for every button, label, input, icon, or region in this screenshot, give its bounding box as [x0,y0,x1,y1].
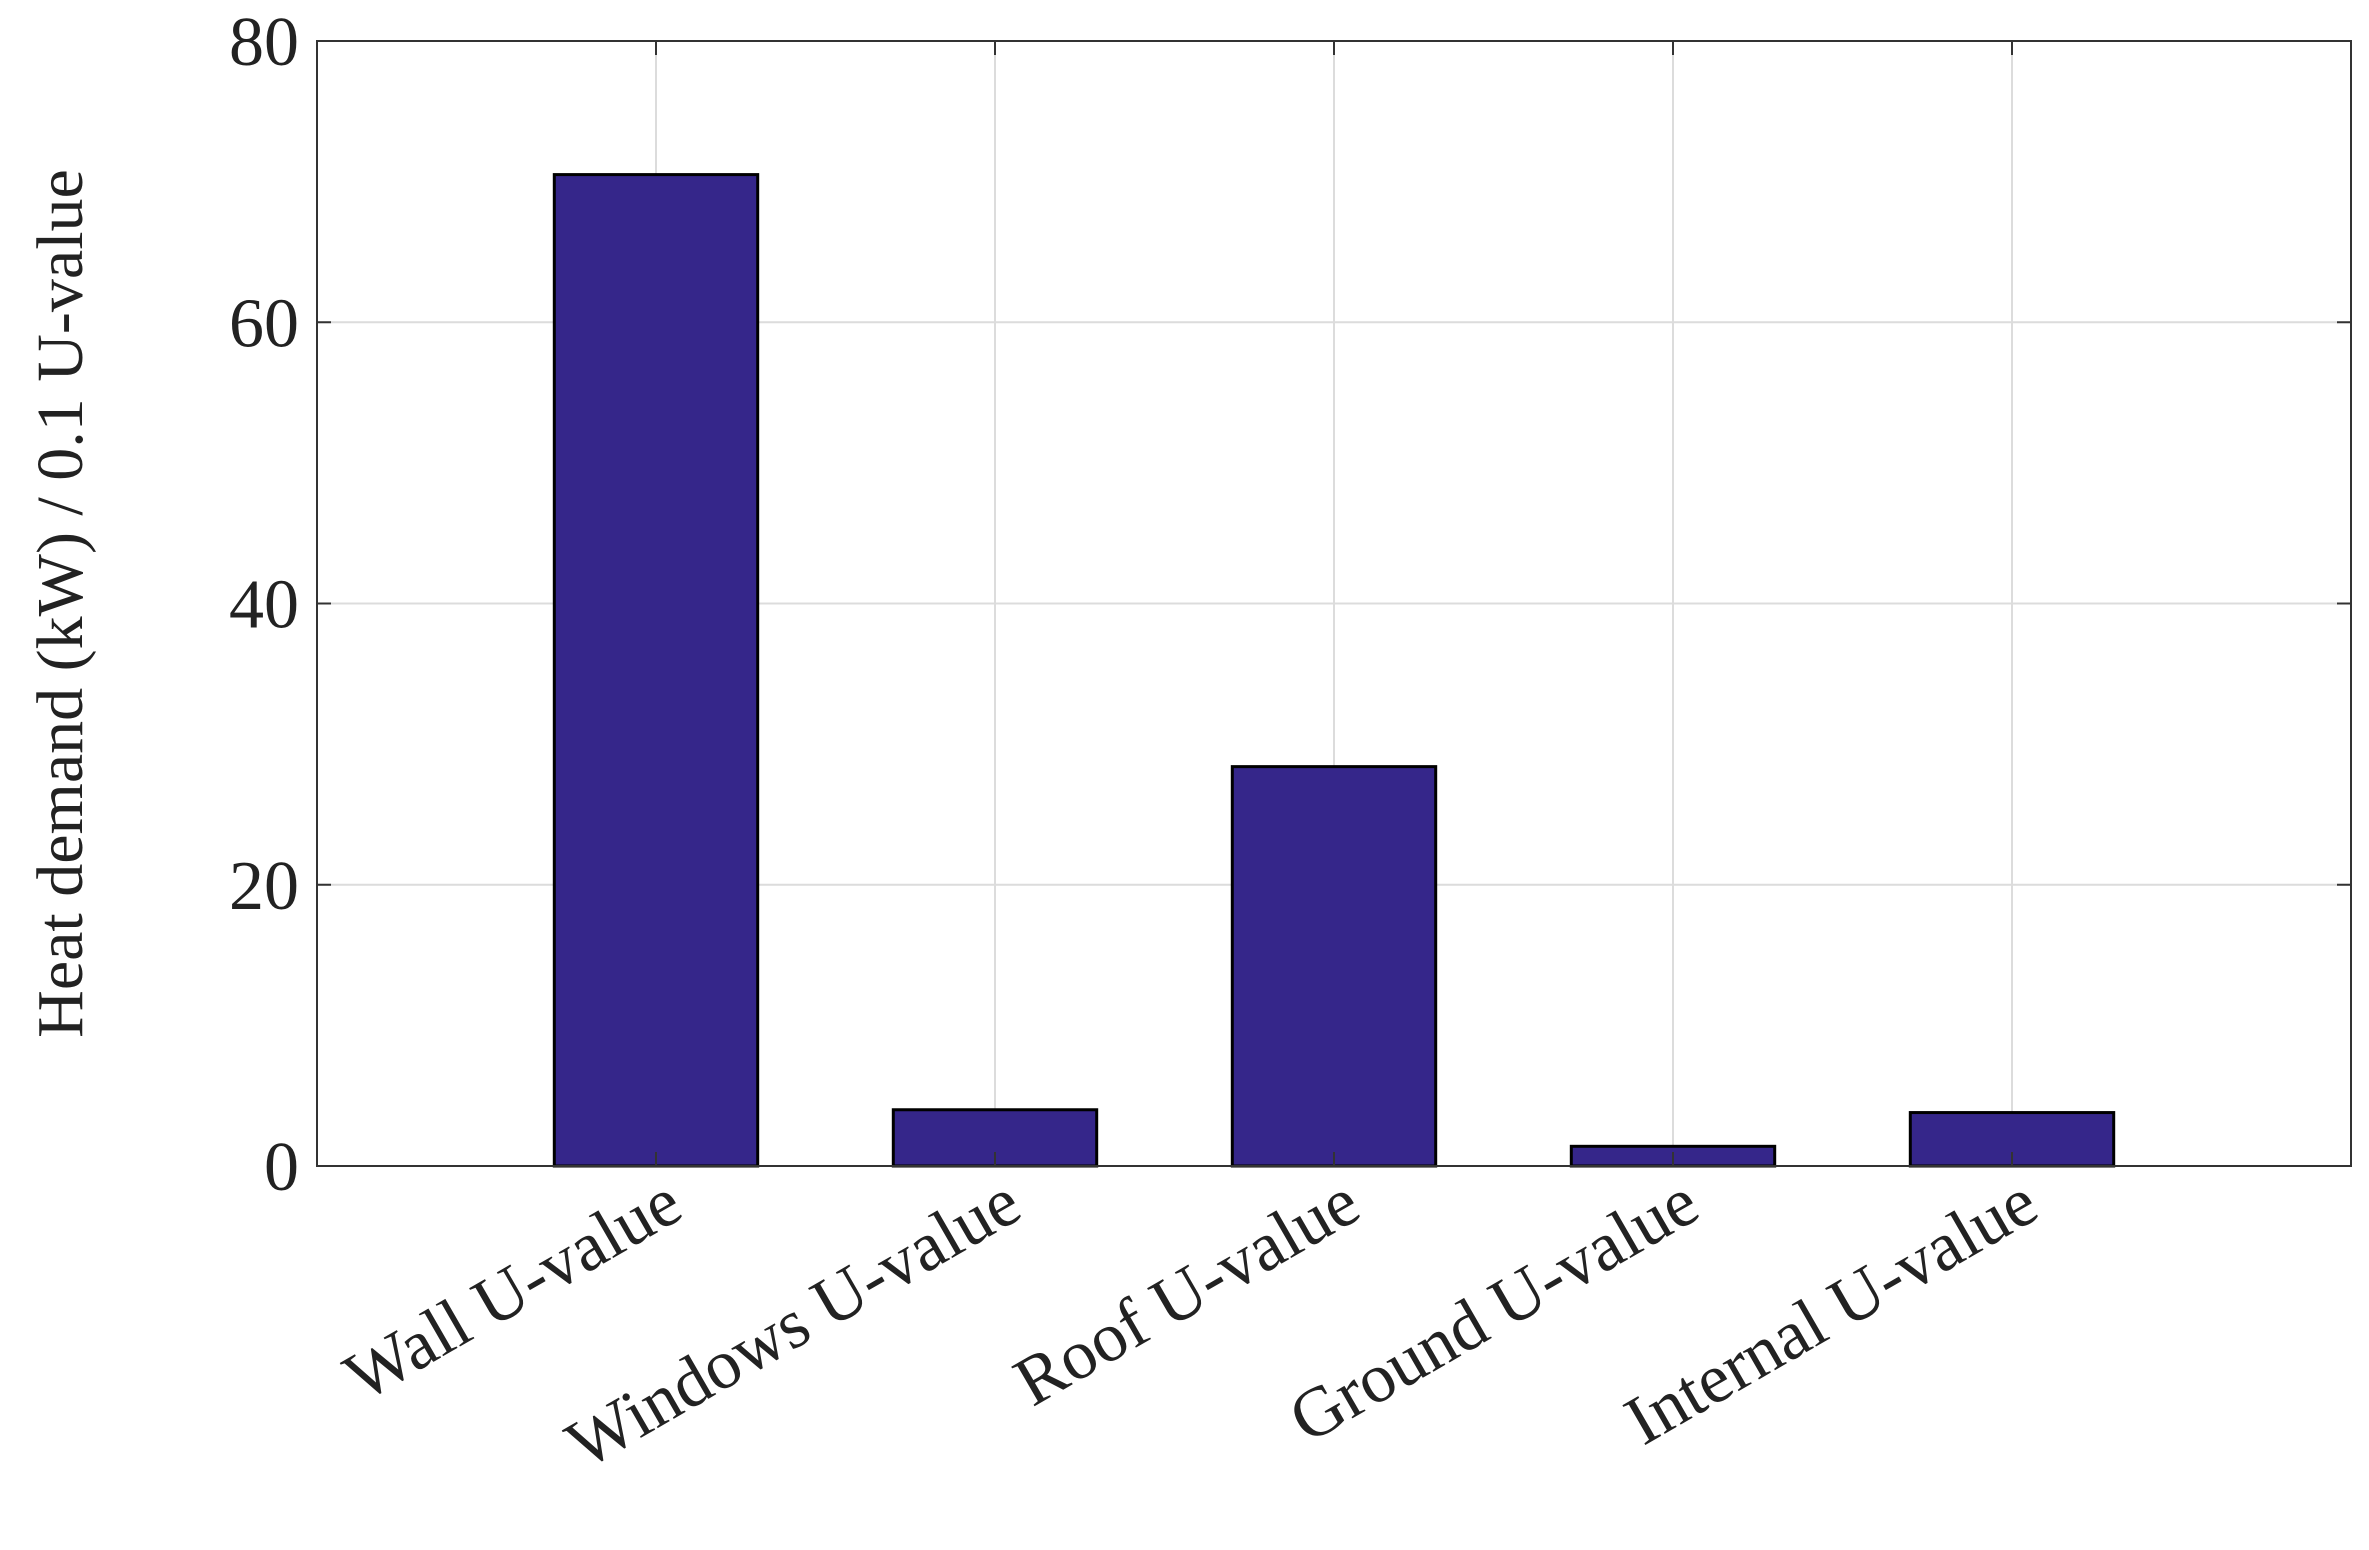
bars [552,173,2116,1168]
bar-roof-u-value [1230,765,1438,1168]
y-tick-label: 40 [229,567,299,644]
y-tick-label: 0 [264,1129,299,1206]
y-tick-label: 60 [229,285,299,362]
y-axis-ticks: 0 20 40 60 80 [229,4,2351,1206]
bar-wall-u-value [552,173,760,1168]
y-tick-label: 80 [229,4,299,81]
y-tick-label: 20 [229,848,299,925]
y-axis-label: Heat demand (kW) / 0.1 U-value [24,169,97,1038]
